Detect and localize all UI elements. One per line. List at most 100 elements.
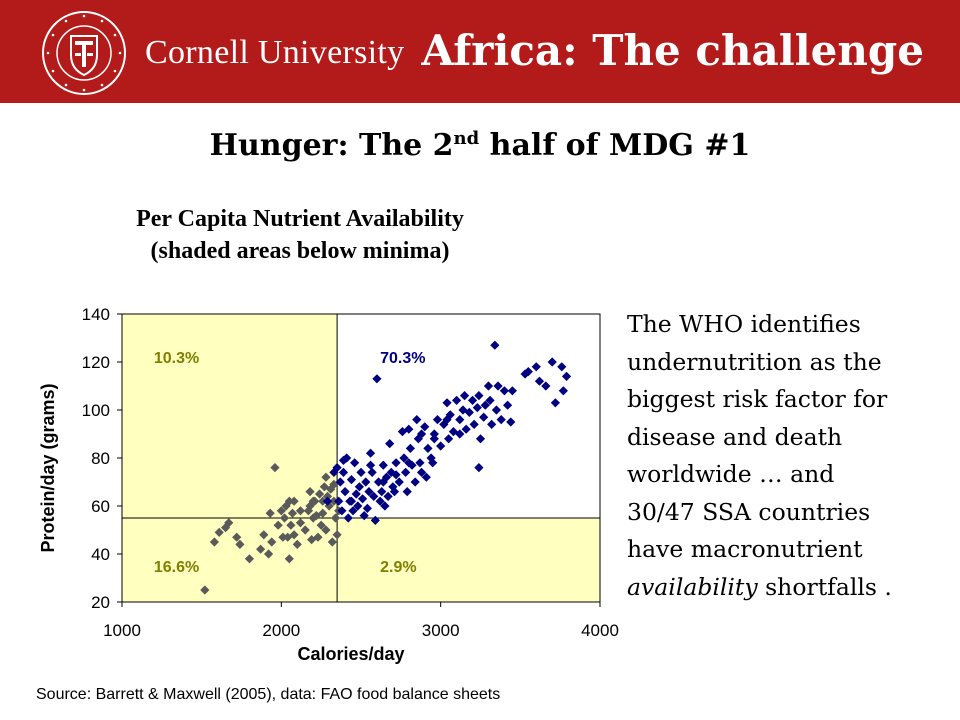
data-point	[329, 496, 339, 506]
y-tick-label: 60	[91, 497, 110, 516]
data-point	[416, 467, 427, 477]
data-point	[305, 487, 315, 497]
data-point	[295, 518, 306, 528]
quadrant-label: 16.6%	[154, 559, 199, 576]
data-point	[452, 395, 462, 405]
data-point	[314, 489, 325, 499]
data-point	[316, 520, 326, 530]
subtitle-superscript: nd	[453, 128, 480, 149]
data-point	[444, 434, 454, 444]
y-tick-label: 80	[91, 449, 110, 468]
data-point	[267, 537, 277, 547]
data-point	[273, 520, 283, 530]
data-point	[373, 477, 384, 487]
data-point	[480, 400, 490, 410]
data-point	[404, 424, 414, 434]
data-point	[330, 513, 341, 523]
data-point	[361, 477, 371, 487]
chart-panel: Per Capita Nutrient Availability (shaded…	[0, 190, 650, 720]
data-point	[507, 386, 517, 396]
data-point	[270, 463, 280, 473]
data-point	[483, 381, 494, 391]
university-name: Cornell University	[145, 34, 405, 71]
data-point	[369, 491, 379, 501]
data-point	[359, 511, 369, 521]
data-point	[279, 513, 290, 523]
data-point	[391, 458, 401, 468]
quadrant-label: 70.3%	[380, 350, 425, 367]
data-point	[354, 482, 365, 492]
data-point	[220, 523, 231, 533]
quadrant-label: 2.9%	[380, 559, 416, 576]
data-point	[283, 532, 293, 542]
data-point	[353, 501, 363, 511]
data-point	[350, 458, 360, 468]
data-point	[455, 429, 465, 439]
data-point	[386, 467, 396, 477]
data-point	[534, 376, 545, 386]
body-tail: shortfalls .	[757, 572, 892, 601]
data-point	[372, 374, 382, 384]
data-point	[365, 460, 376, 470]
data-point	[429, 429, 439, 439]
data-point	[410, 477, 420, 487]
data-point	[394, 477, 404, 487]
data-point	[289, 496, 299, 506]
data-point	[346, 475, 357, 485]
data-point	[300, 525, 310, 535]
data-point	[415, 458, 425, 468]
body-line-last: availability shortfalls .	[627, 569, 957, 607]
data-point	[385, 439, 395, 449]
data-point	[337, 506, 347, 516]
data-point	[365, 448, 376, 458]
y-tick-label: 20	[91, 593, 110, 612]
data-point	[491, 405, 502, 415]
data-point	[322, 496, 333, 506]
data-point	[404, 458, 414, 468]
data-point	[263, 549, 274, 559]
shade-low-protein	[337, 518, 600, 602]
data-point	[335, 477, 345, 487]
body-line: undernutrition as the	[627, 347, 882, 376]
data-point	[388, 482, 398, 492]
data-point	[490, 340, 500, 350]
data-point	[502, 400, 513, 410]
y-tick-label: 100	[82, 401, 110, 420]
data-point	[338, 455, 349, 465]
data-point	[402, 487, 412, 497]
data-point	[389, 487, 400, 497]
data-point	[557, 362, 567, 372]
header-bar: Cornell University Africa: The challenge	[0, 0, 960, 103]
y-tick-label: 120	[82, 353, 110, 372]
y-tick-label: 40	[91, 545, 110, 564]
data-point	[351, 489, 361, 499]
data-point	[332, 530, 342, 540]
data-point	[295, 506, 306, 516]
data-point	[541, 381, 551, 391]
data-point	[265, 508, 275, 518]
data-point	[397, 427, 408, 437]
body-text: The WHO identifies undernutrition as the…	[627, 306, 957, 606]
slide-subtitle: Hunger: The 2nd half of MDG #1	[0, 128, 960, 163]
data-point	[531, 362, 541, 372]
chart-title-line-2: (shaded areas below minima)	[150, 238, 450, 264]
x-tick-label: 2000	[262, 621, 300, 640]
data-point	[474, 463, 484, 473]
data-point	[256, 544, 266, 554]
data-point	[287, 508, 298, 518]
quadrant-label: 10.3%	[154, 350, 199, 367]
x-tick-label: 4000	[581, 621, 619, 640]
data-point	[405, 443, 415, 453]
body-line: worldwide … and	[627, 460, 835, 488]
data-point	[423, 443, 433, 453]
data-point	[343, 513, 353, 523]
body-line: 30/47 SSA countries	[627, 497, 871, 526]
data-point	[338, 467, 349, 477]
data-point	[321, 472, 331, 482]
data-point	[380, 501, 390, 511]
data-point	[259, 530, 269, 540]
data-point	[286, 520, 296, 530]
data-point	[461, 424, 471, 434]
data-point	[289, 530, 299, 540]
data-point	[224, 518, 234, 528]
